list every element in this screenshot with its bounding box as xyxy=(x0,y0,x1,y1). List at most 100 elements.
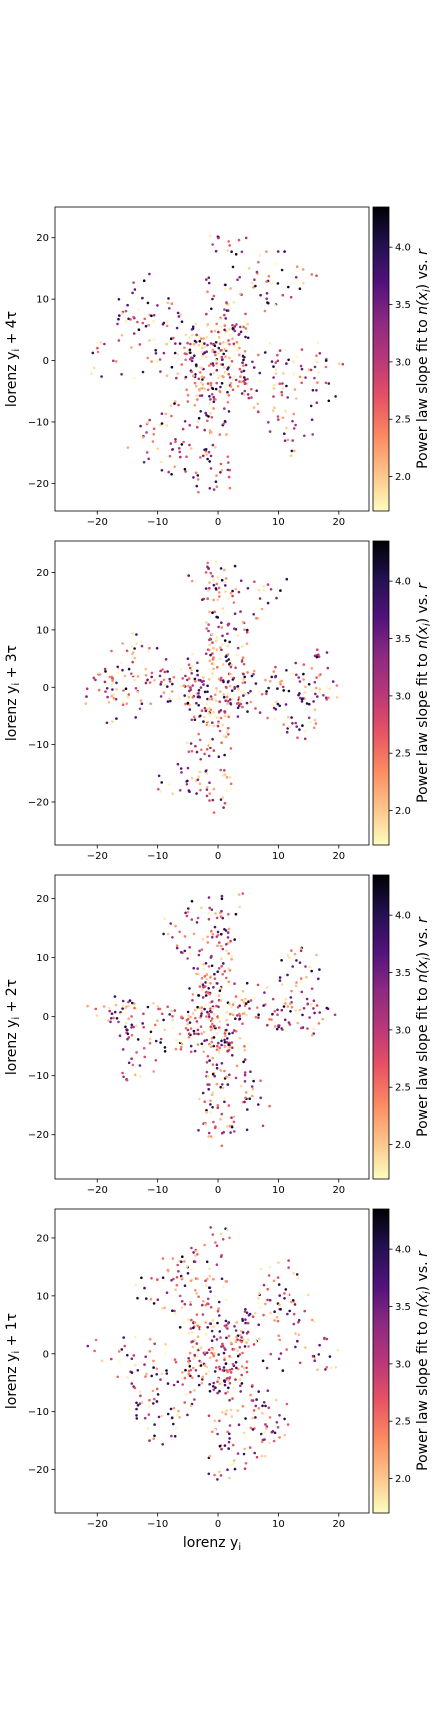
scatter-point xyxy=(241,1404,245,1408)
scatter-point xyxy=(311,433,315,436)
scatter-point xyxy=(315,401,319,405)
scatter-point xyxy=(211,575,214,578)
scatter-point xyxy=(261,1359,265,1363)
scatter-point xyxy=(157,774,161,778)
scatter-point xyxy=(234,1076,238,1080)
scatter-point xyxy=(272,365,275,368)
scatter-point xyxy=(310,1034,314,1037)
scatter-point xyxy=(229,385,233,388)
scatter-point xyxy=(224,349,228,353)
scatter-point xyxy=(270,1018,273,1021)
scatter-point xyxy=(246,693,249,696)
scatter-point xyxy=(194,680,197,683)
scatter-point xyxy=(155,1373,158,1376)
scatter-point xyxy=(260,607,264,611)
scatter-point xyxy=(302,281,305,285)
scatter-point xyxy=(295,1273,299,1276)
scatter-point xyxy=(220,1036,224,1040)
scatter-point xyxy=(212,1354,215,1358)
scatter-point xyxy=(239,1390,242,1393)
scatter-point xyxy=(100,375,103,378)
scatter-point xyxy=(115,717,118,720)
scatter-point xyxy=(295,981,298,984)
scatter-point xyxy=(256,1301,260,1305)
scatter-point xyxy=(212,395,215,399)
scatter-point xyxy=(221,663,225,666)
scatter-point xyxy=(204,709,208,713)
scatter-point xyxy=(227,952,230,955)
scatter-point xyxy=(266,1298,269,1302)
scatter-point xyxy=(162,678,166,682)
scatter-point xyxy=(281,293,285,297)
scatter-point xyxy=(176,1413,179,1416)
scatter-point xyxy=(180,1276,184,1280)
scatter-point xyxy=(138,1390,142,1394)
scatter-point xyxy=(230,1116,233,1119)
scatter-point xyxy=(213,610,216,614)
scatter-point xyxy=(185,1265,189,1268)
scatter-point xyxy=(207,567,210,570)
scatter-point xyxy=(213,1352,216,1355)
scatter-point xyxy=(100,1359,104,1362)
scatter-point xyxy=(117,667,120,671)
scatter-point xyxy=(160,412,164,416)
scatter-point xyxy=(196,661,199,665)
scatter-point xyxy=(186,400,190,403)
scatter-point xyxy=(189,1027,193,1030)
scatter-point xyxy=(305,740,309,743)
scatter-point xyxy=(199,456,202,459)
scatter-point xyxy=(158,1007,162,1011)
scatter-point xyxy=(224,1298,228,1301)
scatter-point xyxy=(171,1257,175,1260)
scatter-point xyxy=(224,1362,228,1365)
scatter-point xyxy=(189,351,192,355)
scatter-point xyxy=(218,1419,221,1423)
scatter-point xyxy=(218,941,221,944)
scatter-point xyxy=(211,721,214,724)
scatter-point xyxy=(215,639,218,642)
scatter-point xyxy=(157,1415,161,1419)
axes-frame xyxy=(54,874,370,1180)
scatter-point xyxy=(196,1335,200,1338)
scatter-point xyxy=(220,469,224,472)
scatter-point xyxy=(218,1020,222,1023)
scatter-point xyxy=(290,449,294,453)
scatter-point xyxy=(308,965,312,969)
scatter-point xyxy=(269,588,273,591)
scatter-point xyxy=(221,679,225,682)
scatter-point xyxy=(279,1352,283,1355)
scatter-point xyxy=(168,454,172,458)
scatter-point xyxy=(223,639,227,642)
scatter-point xyxy=(153,1397,156,1401)
x-tick-label: 10 xyxy=(272,1185,285,1196)
scatter-point xyxy=(235,654,239,657)
scatter-point xyxy=(210,416,214,419)
scatter-point xyxy=(212,711,215,714)
scatter-point xyxy=(214,387,218,391)
scatter-point xyxy=(264,678,267,682)
scatter-point xyxy=(191,999,194,1002)
scatter-point xyxy=(100,342,103,345)
scatter-point xyxy=(239,1084,243,1088)
scatter-point xyxy=(162,691,166,694)
scatter-point xyxy=(184,1368,187,1372)
scatter-point xyxy=(234,912,238,916)
scatter-point xyxy=(273,717,277,721)
scatter-point xyxy=(287,1259,290,1262)
scatter-point xyxy=(163,1028,166,1031)
scatter-point xyxy=(286,1423,290,1426)
scatter-point xyxy=(216,1380,219,1383)
scatter-point xyxy=(202,1300,205,1303)
scatter-point xyxy=(273,262,277,266)
scatter-point xyxy=(214,912,217,915)
scatter-point xyxy=(195,1249,198,1253)
scatter-point xyxy=(137,349,140,353)
scatter-point xyxy=(240,1329,243,1333)
scatter-point xyxy=(153,1023,157,1027)
scatter-point xyxy=(253,1451,256,1455)
scatter-point xyxy=(121,668,124,672)
scatter-point xyxy=(207,911,211,915)
scatter-point xyxy=(215,689,219,693)
scatter-point xyxy=(283,1292,286,1295)
scatter-point xyxy=(314,686,318,690)
